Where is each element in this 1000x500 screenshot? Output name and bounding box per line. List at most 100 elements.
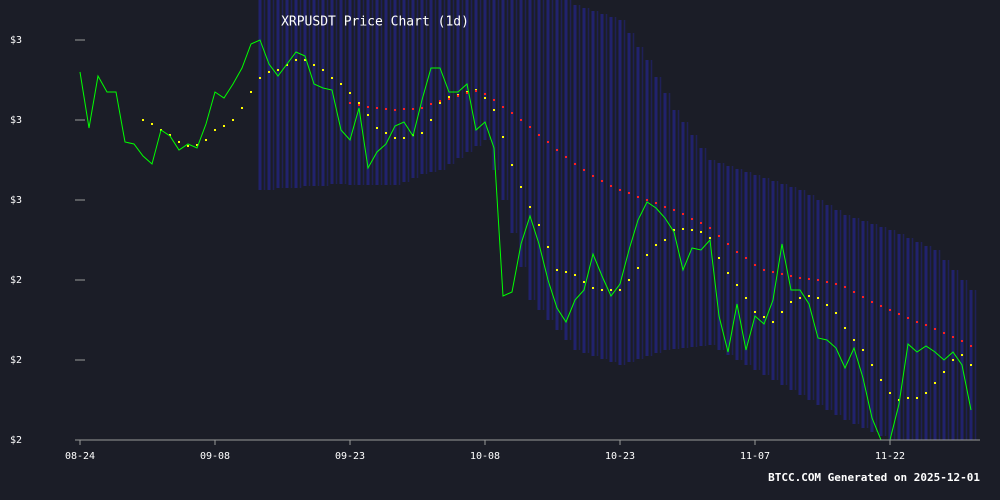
ma-dot xyxy=(745,297,747,299)
ma-dot xyxy=(871,364,873,366)
bollinger-band xyxy=(258,0,977,440)
ma-dot xyxy=(880,379,882,381)
ma-dot xyxy=(511,112,513,114)
ma-dot xyxy=(250,91,252,93)
ma-dot xyxy=(808,278,810,280)
ma-dot xyxy=(709,237,711,239)
ma-dot xyxy=(925,392,927,394)
ma-dot xyxy=(151,123,153,125)
ma-dot xyxy=(646,199,648,201)
ma-dot xyxy=(808,295,810,297)
ma-dot xyxy=(853,291,855,293)
ma-dot xyxy=(466,92,468,94)
ma-dot xyxy=(295,59,297,61)
ma-dot xyxy=(511,164,513,166)
ma-dot xyxy=(430,103,432,105)
ma-dot xyxy=(457,95,459,97)
ma-dot xyxy=(448,98,450,100)
ma-dot xyxy=(349,92,351,94)
ma-dot xyxy=(817,297,819,299)
ma-dot xyxy=(430,119,432,121)
ma-dot xyxy=(826,304,828,306)
ma-dot xyxy=(961,340,963,342)
ma-dot xyxy=(403,108,405,110)
x-tick-label: 08-24 xyxy=(65,451,95,462)
ma-dot xyxy=(655,202,657,204)
ma-dot xyxy=(187,145,189,147)
ma-dot xyxy=(871,301,873,303)
ma-dot xyxy=(925,324,927,326)
x-tick-label: 10-23 xyxy=(605,451,635,462)
plot-area xyxy=(79,39,972,441)
ma-dot xyxy=(286,64,288,66)
ma-dot xyxy=(142,119,144,121)
ma-dot xyxy=(763,316,765,318)
ma-dot xyxy=(367,106,369,108)
ma-dot xyxy=(592,175,594,177)
ma-dot xyxy=(709,227,711,229)
ma-dot xyxy=(556,149,558,151)
ma-dot xyxy=(484,93,486,95)
y-tick-label: $3 xyxy=(10,35,22,46)
ma-dot xyxy=(529,126,531,128)
ma-dot xyxy=(403,137,405,139)
ma-dot xyxy=(520,186,522,188)
ma-dot xyxy=(610,185,612,187)
ma-dot xyxy=(889,392,891,394)
ma-dot xyxy=(673,229,675,231)
ma-dot xyxy=(826,281,828,283)
ma-dot xyxy=(916,397,918,399)
ma-dot xyxy=(502,106,504,108)
ma-dot xyxy=(862,296,864,298)
ma-dot xyxy=(547,246,549,248)
ma-dot xyxy=(385,132,387,134)
ma-dot xyxy=(259,77,261,79)
footer: BTCC.COM Generated on 2025-12-01 xyxy=(768,471,980,484)
chart-title: XRPUSDT Price Chart (1d) xyxy=(281,15,469,30)
ma-dot xyxy=(718,235,720,237)
ma-dot xyxy=(700,222,702,224)
ma-dot xyxy=(952,336,954,338)
ma-dot xyxy=(916,321,918,323)
ma-dot xyxy=(331,77,333,79)
ma-dot xyxy=(223,125,225,127)
ma-dot xyxy=(736,284,738,286)
y-tick-label: $3 xyxy=(10,195,22,206)
y-tick-label: $2 xyxy=(10,275,22,286)
ma-dot xyxy=(772,321,774,323)
ma-dot xyxy=(700,231,702,233)
ma-dot xyxy=(349,102,351,104)
ma-dot xyxy=(664,239,666,241)
x-tick-label: 11-22 xyxy=(875,451,905,462)
ma-dot xyxy=(538,134,540,136)
ma-dot xyxy=(898,313,900,315)
ma-dot xyxy=(691,218,693,220)
ma-dot xyxy=(781,273,783,275)
ma-dot xyxy=(196,144,198,146)
ma-dot xyxy=(637,267,639,269)
ma-dot xyxy=(628,279,630,281)
ma-dot xyxy=(610,289,612,291)
ma-dot xyxy=(313,64,315,66)
ma-dot xyxy=(619,189,621,191)
ma-dot xyxy=(340,83,342,85)
ma-dot xyxy=(241,107,243,109)
ma-dot xyxy=(880,305,882,307)
ma-dot xyxy=(934,328,936,330)
ma-dot xyxy=(682,228,684,230)
ma-dot xyxy=(862,349,864,351)
ma-dot xyxy=(565,156,567,158)
ma-dot xyxy=(628,192,630,194)
ma-dot xyxy=(943,332,945,334)
ma-dot xyxy=(493,99,495,101)
ma-dot xyxy=(799,297,801,299)
ma-dot xyxy=(970,345,972,347)
x-tick-label: 09-23 xyxy=(335,451,365,462)
ma-dot xyxy=(682,213,684,215)
ma-dot xyxy=(790,275,792,277)
ma-dot xyxy=(907,397,909,399)
ma-dot xyxy=(493,109,495,111)
x-tick-label: 09-08 xyxy=(200,451,230,462)
ma-dot xyxy=(601,289,603,291)
